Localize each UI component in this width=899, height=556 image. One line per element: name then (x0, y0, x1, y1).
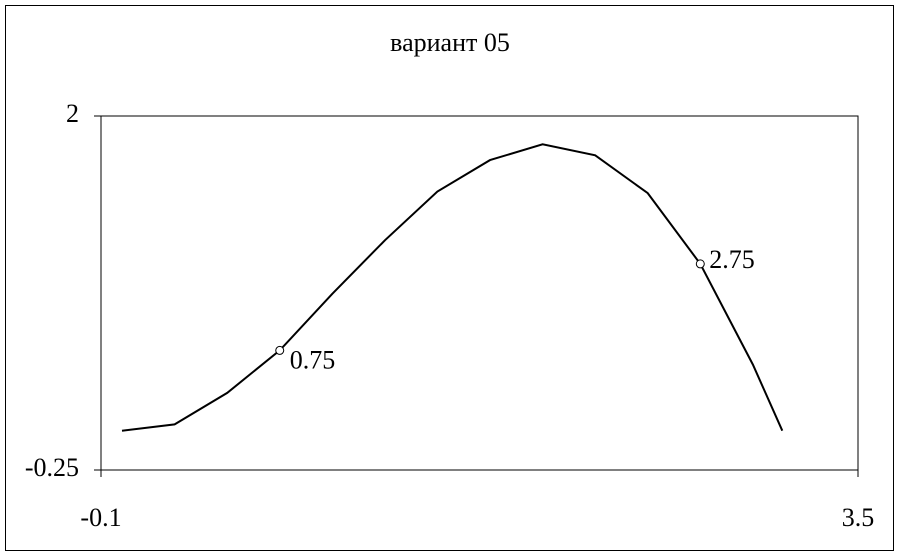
curve (121, 143, 784, 432)
x-tick-label: -0.1 (80, 503, 121, 532)
marked-point (695, 259, 705, 269)
y-tick-label: -0.25 (25, 453, 79, 482)
plot-area (100, 115, 859, 471)
x-tick-label: 3.5 (842, 503, 875, 532)
point-label: 2.75 (709, 245, 755, 274)
y-tick-label: 2 (66, 99, 79, 128)
chart-title: вариант 05 (390, 28, 510, 57)
chart-frame (5, 5, 894, 551)
point-label: 0.75 (290, 345, 336, 374)
marked-point (275, 345, 285, 355)
